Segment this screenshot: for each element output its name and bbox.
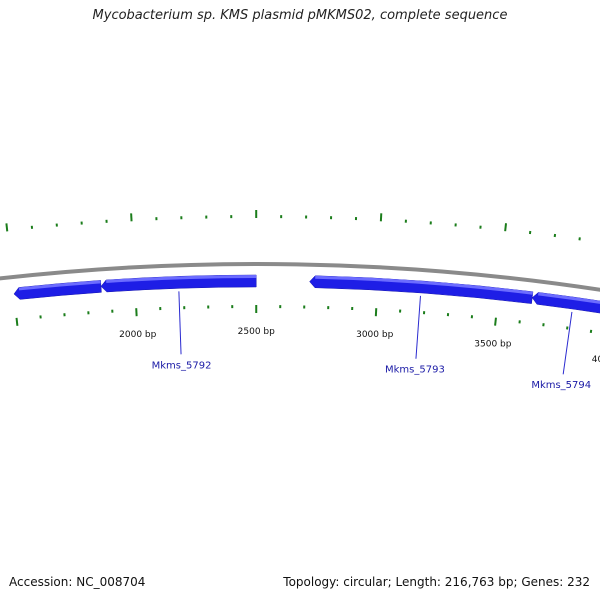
- sequence-summary-text: Topology: circular; Length: 216,763 bp; …: [283, 575, 590, 589]
- gene-track: [13, 274, 600, 314]
- outer-tick-ring: [5, 209, 581, 241]
- gene-labels: Mkms_5792 Mkms_5793 Mkms_5794: [152, 291, 591, 391]
- outer-major-tick: [5, 223, 9, 232]
- bp-label: 3000 bp: [356, 330, 393, 340]
- gene-label[interactable]: Mkms_5794: [531, 380, 591, 391]
- accession-text: Accession: NC_008704: [9, 575, 146, 589]
- bp-label: 2000 bp: [119, 330, 156, 340]
- gene-arrow-highlight: [18, 280, 101, 291]
- bp-label: 2500 bp: [238, 327, 275, 337]
- gene-label[interactable]: Mkms_5792: [152, 360, 212, 371]
- inner-major-tick: [15, 317, 19, 326]
- gene-label[interactable]: Mkms_5793: [385, 365, 445, 376]
- bp-label: 3500 bp: [474, 340, 511, 350]
- plasmid-backbone: [0, 262, 600, 292]
- outer-major-tick: [504, 223, 508, 232]
- map-title: Mycobacterium sp. KMS plasmid pMKMS02, c…: [92, 8, 508, 23]
- gene-label-line: [562, 311, 573, 375]
- gene-label-line: [415, 295, 421, 359]
- inner-major-tick: [494, 317, 497, 326]
- bp-label: 4000 bp: [592, 355, 600, 365]
- inner-tick-ring: [15, 304, 593, 334]
- gene-label-line: [178, 291, 182, 355]
- gene-arrow-highlight: [106, 275, 257, 283]
- gene-arrow-highlight: [315, 275, 533, 295]
- gene-arrow-highlight: [538, 292, 600, 304]
